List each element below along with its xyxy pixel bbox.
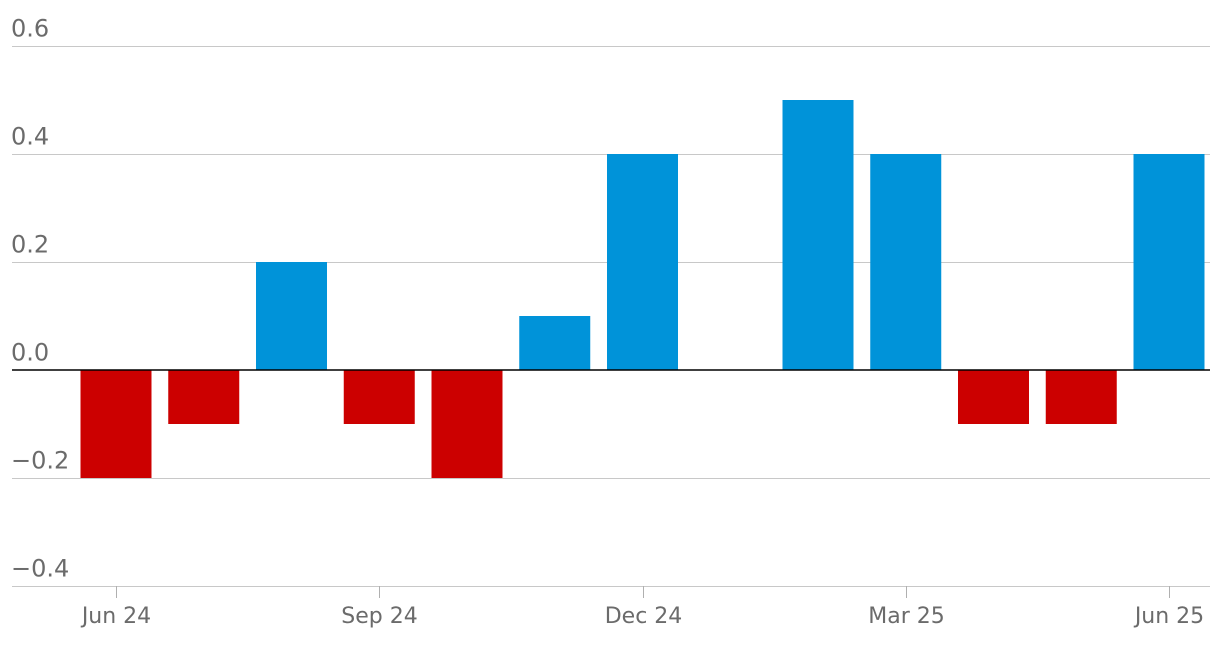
y-tick-label: 0.4 — [11, 123, 49, 151]
x-tick-label: Sep 24 — [341, 604, 417, 629]
y-tick-label: 0.6 — [11, 15, 49, 43]
y-tick-label: 0.0 — [11, 339, 49, 367]
bar-2025-04 — [958, 370, 1029, 424]
x-tick-label: Jun 25 — [1133, 604, 1204, 629]
y-tick-label: 0.2 — [11, 231, 49, 259]
bar-2024-06 — [80, 370, 152, 478]
bar-2024-12 — [607, 154, 678, 370]
bar-2024-11 — [519, 316, 591, 370]
x-tick-label: Dec 24 — [605, 604, 683, 629]
bar-2024-10 — [431, 370, 503, 478]
bar-2025-06 — [1133, 154, 1205, 370]
bar-2025-03 — [870, 154, 942, 370]
y-tick-label: −0.2 — [11, 447, 69, 475]
x-tick-label: Jun 24 — [80, 604, 151, 629]
y-tick-label: −0.4 — [11, 555, 69, 583]
y-axis-tick-labels: 0.6 0.4 0.2 0.0 −0.2 −0.4 — [11, 15, 69, 583]
bar-2024-08 — [256, 262, 327, 370]
bar-2025-02 — [782, 100, 854, 370]
bar-2024-07 — [168, 370, 240, 424]
bar-2025-05 — [1045, 370, 1117, 424]
bars — [80, 100, 1205, 478]
bar-2024-09 — [343, 370, 415, 424]
x-tick-label: Mar 25 — [868, 604, 945, 629]
x-axis-tick-labels: Jun 24 Sep 24 Dec 24 Mar 25 Jun 25 — [80, 586, 1204, 629]
